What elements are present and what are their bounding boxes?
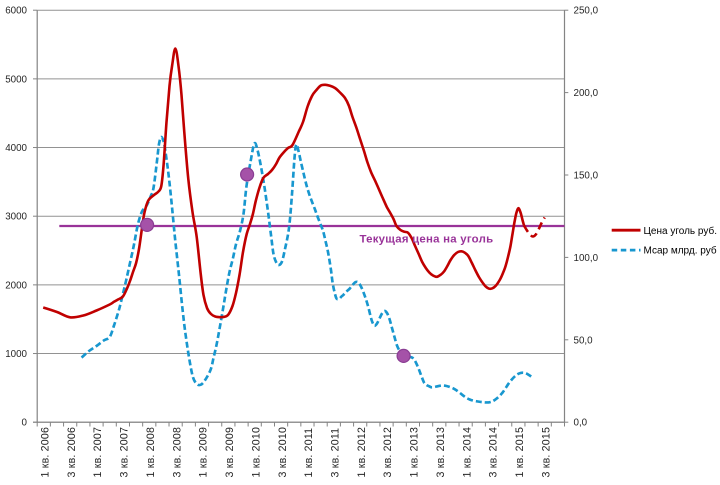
- svg-text:3 кв. 2011: 3 кв. 2011: [330, 428, 342, 478]
- svg-text:0: 0: [22, 418, 28, 429]
- svg-text:3 кв. 2009: 3 кв. 2009: [224, 427, 236, 478]
- svg-text:1 кв. 2013: 1 кв. 2013: [409, 427, 421, 478]
- svg-text:3000: 3000: [5, 212, 27, 223]
- svg-text:1 кв. 2015: 1 кв. 2015: [514, 427, 526, 478]
- svg-text:3 кв. 2013: 3 кв. 2013: [435, 427, 447, 478]
- svg-text:Мсар млрд. руб: Мсар млрд. руб: [644, 245, 717, 257]
- svg-text:1 кв. 2009: 1 кв. 2009: [198, 427, 210, 478]
- svg-text:1 кв. 2007: 1 кв. 2007: [92, 427, 104, 478]
- svg-text:3 кв. 2006: 3 кв. 2006: [66, 427, 78, 478]
- svg-text:1 кв. 2012: 1 кв. 2012: [356, 427, 368, 478]
- svg-text:3 кв. 2008: 3 кв. 2008: [171, 427, 183, 478]
- svg-text:1 кв. 2010: 1 кв. 2010: [250, 427, 262, 478]
- svg-text:50,0: 50,0: [574, 335, 594, 346]
- svg-text:1 кв. 2011: 1 кв. 2011: [303, 428, 315, 478]
- svg-text:3 кв. 2014: 3 кв. 2014: [488, 427, 500, 478]
- svg-text:4000: 4000: [5, 143, 27, 154]
- svg-text:1 кв. 2014: 1 кв. 2014: [461, 427, 473, 478]
- svg-text:1 кв. 2008: 1 кв. 2008: [145, 427, 157, 478]
- svg-text:150,0: 150,0: [574, 171, 599, 182]
- svg-text:Цена уголь руб.: Цена уголь руб.: [644, 225, 717, 237]
- svg-text:250,0: 250,0: [574, 6, 599, 17]
- svg-text:3 кв. 2012: 3 кв. 2012: [382, 427, 394, 478]
- svg-text:6000: 6000: [5, 6, 27, 17]
- svg-text:0,0: 0,0: [574, 418, 588, 429]
- svg-text:1 кв. 2006: 1 кв. 2006: [39, 427, 51, 478]
- svg-text:200,0: 200,0: [574, 88, 599, 99]
- svg-text:3 кв. 2007: 3 кв. 2007: [119, 427, 131, 478]
- svg-text:Текущая цена на уголь: Текущая цена на уголь: [360, 234, 494, 246]
- svg-text:3 кв. 2010: 3 кв. 2010: [277, 427, 289, 478]
- svg-text:2000: 2000: [5, 280, 27, 291]
- svg-text:5000: 5000: [5, 74, 27, 85]
- svg-text:1000: 1000: [5, 349, 27, 360]
- svg-text:100,0: 100,0: [574, 253, 599, 264]
- svg-text:3 кв. 2015: 3 кв. 2015: [540, 427, 552, 478]
